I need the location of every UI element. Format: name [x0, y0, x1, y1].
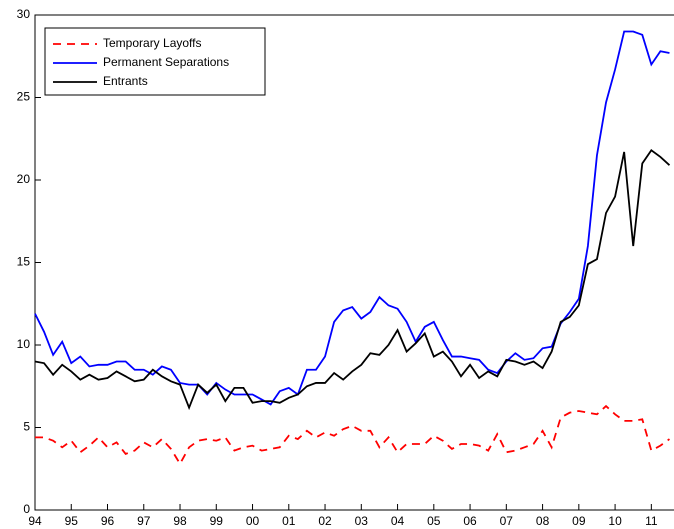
y-tick-label: 30 [17, 7, 31, 21]
y-tick-label: 20 [17, 172, 31, 186]
x-tick-label: 04 [391, 514, 405, 528]
y-tick-label: 10 [17, 337, 31, 351]
x-tick-label: 07 [500, 514, 514, 528]
x-tick-label: 01 [282, 514, 296, 528]
x-tick-label: 97 [137, 514, 151, 528]
series-line [34, 149, 671, 411]
x-tick-label: 99 [210, 514, 224, 528]
x-tick-label: 10 [608, 514, 622, 528]
legend-label: Permanent Separations [103, 55, 229, 69]
x-tick-label: 98 [173, 514, 187, 528]
x-tick-label: 05 [427, 514, 441, 528]
x-tick-label: 95 [65, 514, 79, 528]
x-tick-label: 06 [463, 514, 477, 528]
x-tick-label: 11 [645, 514, 658, 528]
x-tick-label: 94 [28, 514, 42, 528]
y-tick-label: 25 [17, 90, 31, 104]
y-tick-label: 0 [23, 502, 30, 516]
x-tick-label: 02 [318, 514, 332, 528]
legend-label: Temporary Layoffs [103, 36, 202, 50]
legend-label: Entrants [103, 74, 148, 88]
x-tick-label: 09 [572, 514, 586, 528]
legend-box [44, 27, 266, 96]
x-tick-label: 00 [246, 514, 260, 528]
y-tick-label: 15 [17, 255, 31, 269]
x-tick-label: 96 [101, 514, 115, 528]
x-tick-label: 08 [536, 514, 550, 528]
y-tick-label: 5 [23, 420, 30, 434]
x-tick-label: 03 [355, 514, 369, 528]
